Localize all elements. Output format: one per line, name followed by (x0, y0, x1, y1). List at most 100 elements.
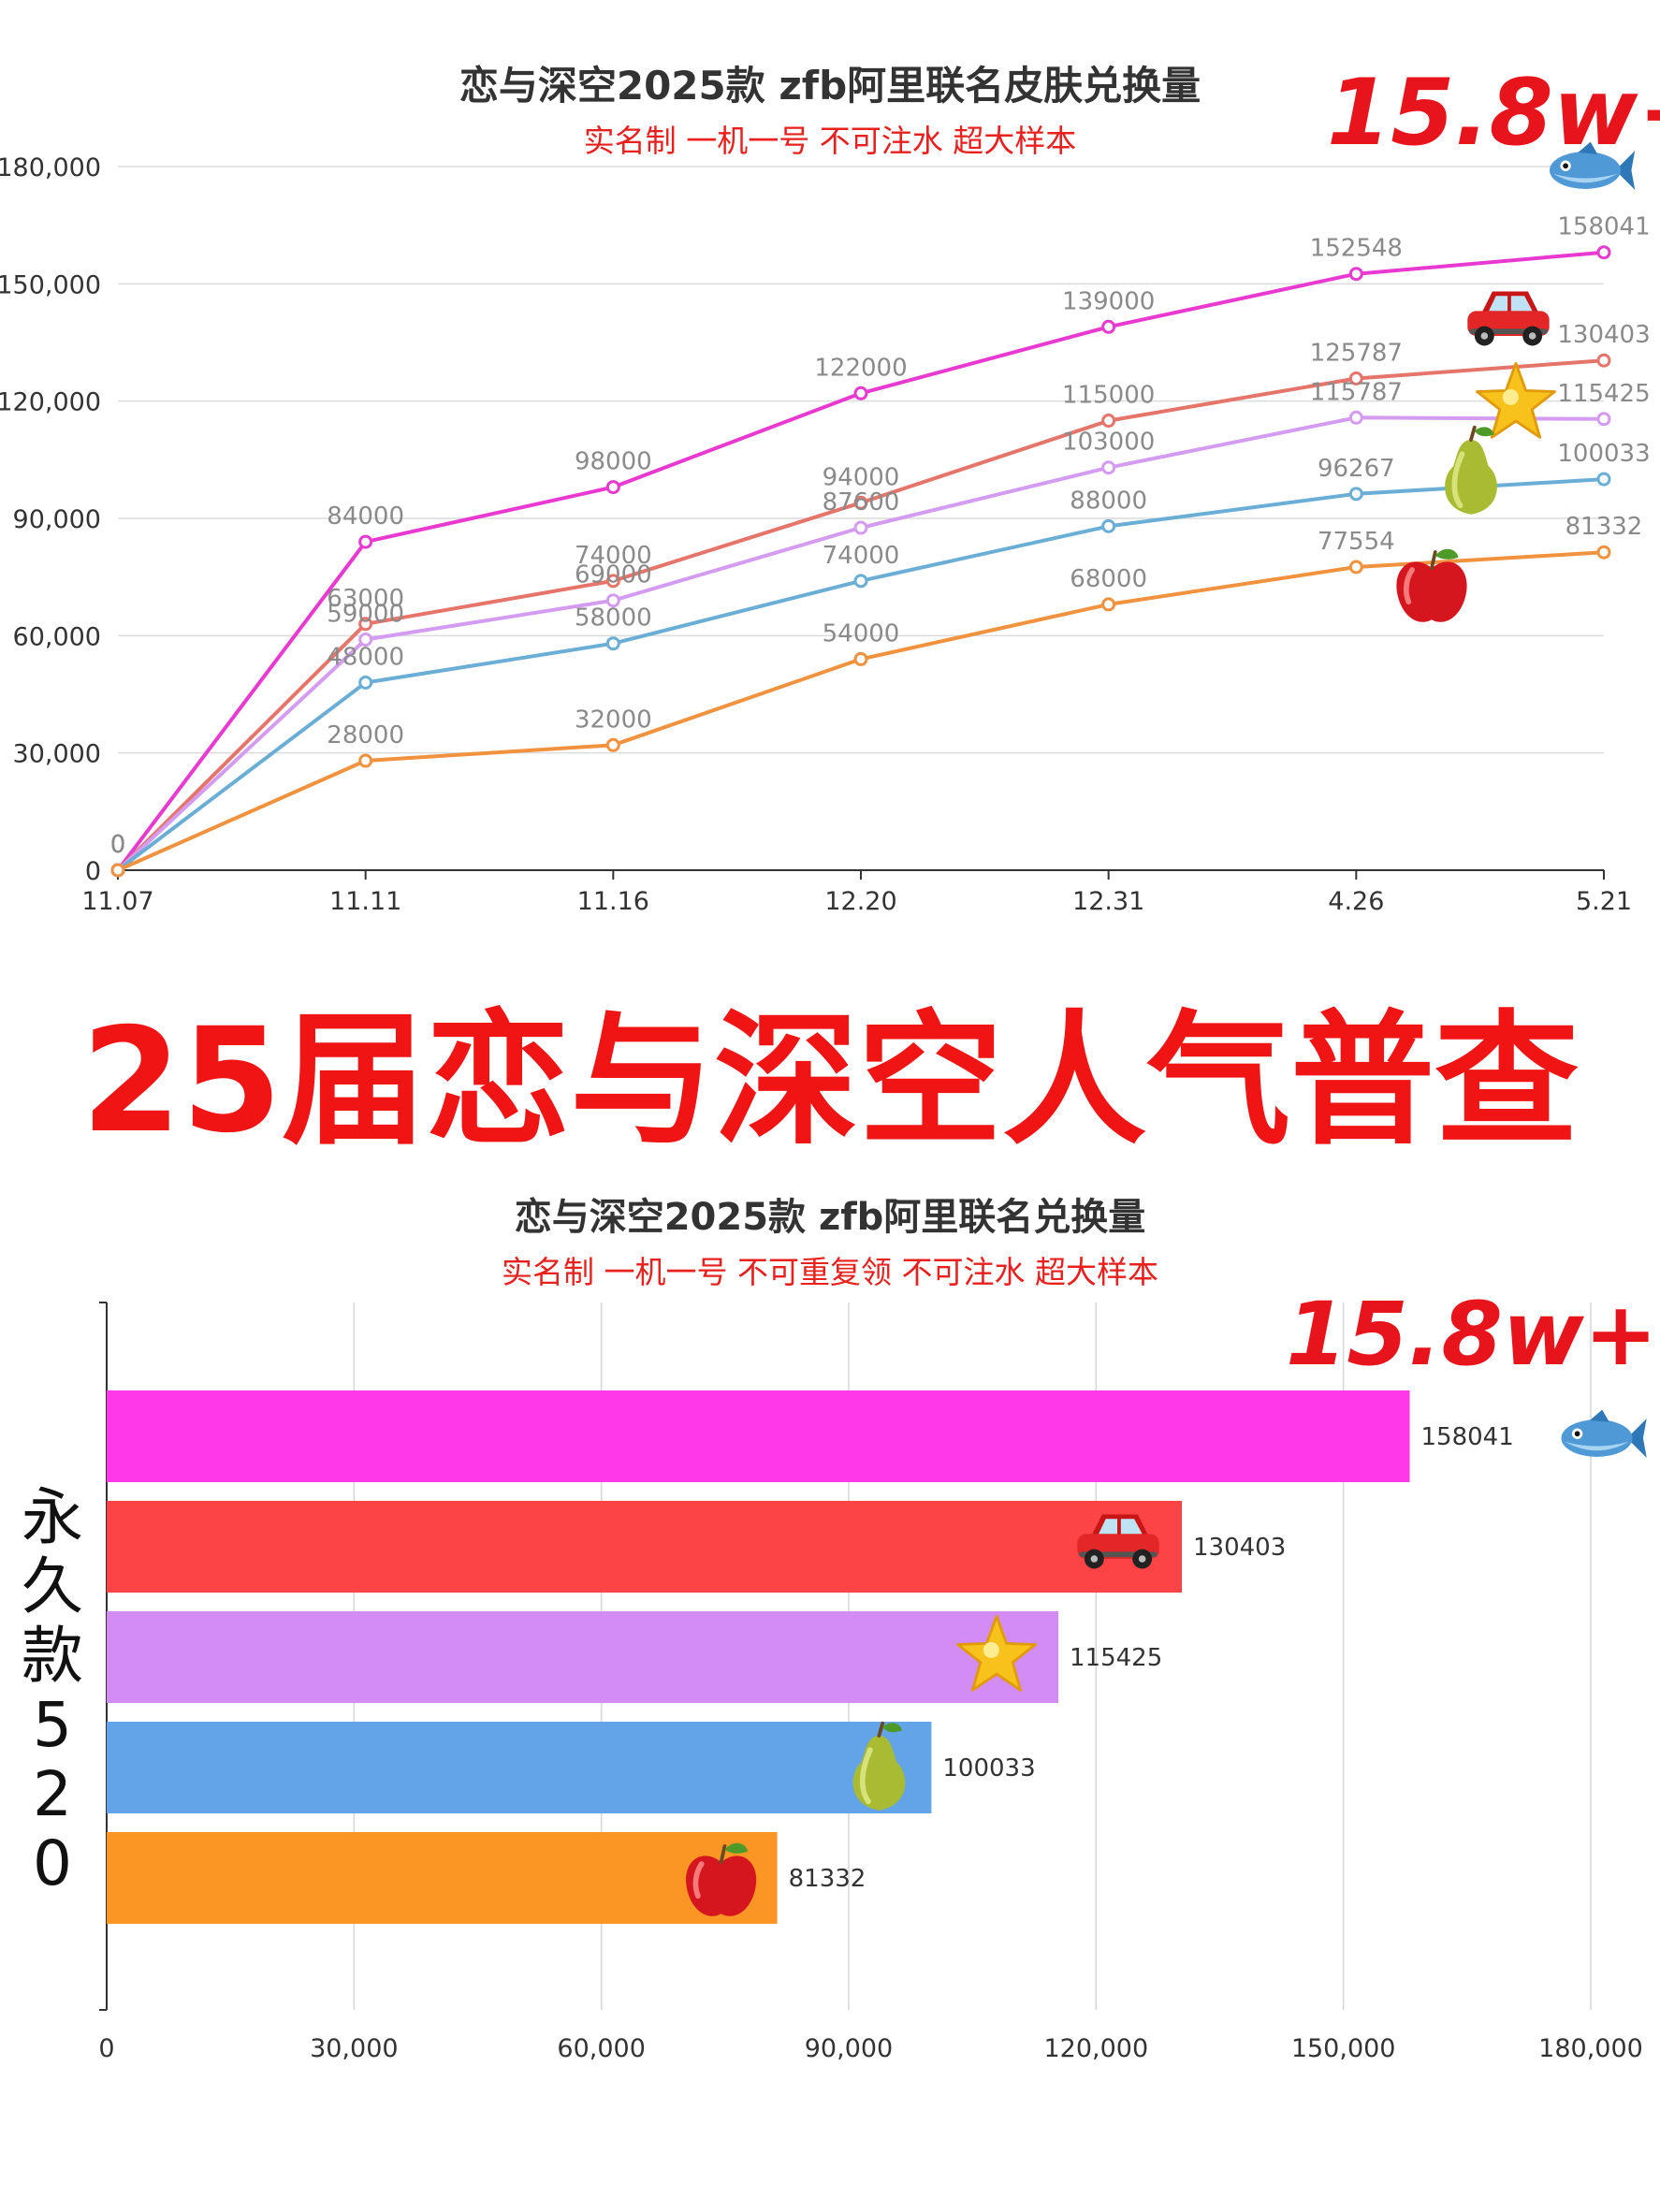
data-point (605, 593, 620, 608)
data-point (358, 633, 373, 648)
data-label: 84000 (327, 502, 404, 531)
data-label: 158041 (1557, 213, 1650, 241)
fish-icon (1561, 1409, 1647, 1458)
line-chart-badge: 15.8w+ (1327, 60, 1660, 167)
data-label: 130403 (1557, 321, 1650, 349)
x-tick-label: 60,000 (557, 2034, 645, 2063)
data-label: 94000 (823, 463, 900, 491)
data-label: 98000 (575, 448, 652, 476)
bar-chart-title: 恋与深空2025款 zfb阿里联名兑换量 (514, 1196, 1146, 1239)
data-label: 122000 (814, 354, 907, 382)
x-tick-label: 11.07 (81, 887, 153, 916)
data-point (1348, 560, 1363, 575)
data-point (1101, 518, 1116, 533)
data-point (1596, 412, 1611, 427)
data-label: 48000 (327, 643, 404, 671)
bar-chart-badge: 15.8w+ (1286, 1284, 1658, 1386)
data-point (853, 574, 868, 589)
data-point (1348, 487, 1363, 502)
data-label: 125787 (1310, 339, 1403, 367)
bar-chart: 0 30,000 60,000 90,000 120,000 150,000 180,000… (98, 1302, 1647, 2063)
star-icon (956, 1614, 1037, 1692)
data-point (1101, 460, 1116, 475)
bar (107, 1390, 1410, 1482)
vertical-label-char: 5 (33, 1689, 72, 1761)
data-label: 100033 (1557, 440, 1650, 468)
data-point (358, 675, 373, 690)
data-label: 58000 (575, 604, 652, 633)
line-chart: 0 30,000 60,000 90,000 120,000 150,000 180,000… (0, 141, 1651, 916)
data-label: 158041 (1421, 1423, 1514, 1451)
data-label: 139000 (1062, 287, 1155, 315)
x-tick-label: 4.26 (1328, 887, 1384, 916)
y-tick-label: 120,000 (0, 388, 101, 417)
data-point (853, 386, 868, 400)
bar (107, 1611, 1059, 1703)
data-point (605, 737, 620, 752)
data-point (1596, 472, 1611, 487)
data-point (605, 574, 620, 589)
x-tick-label: 90,000 (805, 2034, 893, 2063)
bar-chart-subtitle: 实名制 一机一号 不可重复领 不可注水 超大样本 (502, 1254, 1158, 1290)
data-label: 0 (110, 831, 126, 859)
car-icon (1467, 291, 1550, 346)
data-label: 100033 (942, 1754, 1035, 1783)
data-point (1596, 545, 1611, 560)
data-point (358, 753, 373, 768)
vertical-label-char: 久 (22, 1550, 83, 1623)
data-label: 88000 (1070, 487, 1147, 515)
fish-icon (1550, 141, 1636, 190)
vertical-label-char: 永 (22, 1481, 83, 1553)
car-icon (1077, 1514, 1159, 1569)
data-label: 63000 (327, 585, 404, 613)
y-tick-label: 60,000 (13, 622, 101, 651)
data-point (1596, 245, 1611, 260)
data-point (1596, 353, 1611, 368)
vertical-label-char: 2 (33, 1758, 72, 1830)
apple-icon (1396, 548, 1467, 622)
data-label: 74000 (823, 542, 900, 570)
x-tick-label: 12.31 (1072, 887, 1144, 916)
data-point (358, 617, 373, 632)
x-tick-label: 0 (98, 2034, 114, 2063)
data-label: 0 (110, 831, 126, 859)
data-label: 103000 (1062, 429, 1155, 457)
data-point (853, 651, 868, 666)
data-label: 59000 (327, 601, 404, 629)
data-point (358, 534, 373, 549)
data-point (1348, 410, 1363, 425)
bar (107, 1722, 932, 1813)
x-tick-label: 12.20 (824, 887, 896, 916)
star-icon (1476, 361, 1556, 439)
data-label: 69000 (575, 561, 652, 589)
data-label: 28000 (327, 721, 404, 749)
data-label: 152548 (1310, 235, 1403, 263)
y-tick-label: 90,000 (13, 505, 101, 534)
data-point (853, 495, 868, 510)
x-tick-label: 11.16 (577, 887, 649, 916)
data-point (1101, 597, 1116, 612)
data-label: 115425 (1557, 380, 1650, 408)
data-label: 96267 (1318, 455, 1395, 483)
data-point (1101, 414, 1116, 429)
data-label: 115787 (1310, 378, 1403, 406)
data-label: 87600 (823, 488, 900, 517)
bar (107, 1501, 1182, 1593)
data-point (853, 520, 868, 535)
data-label: 130403 (1193, 1534, 1286, 1562)
data-point (1348, 371, 1363, 386)
y-tick-label: 0 (85, 857, 101, 886)
data-label: 115425 (1070, 1644, 1162, 1672)
vertical-label-char: 0 (33, 1827, 72, 1899)
y-tick-label: 180,000 (0, 153, 101, 182)
vertical-label-char: 款 (22, 1620, 83, 1692)
data-label: 0 (110, 831, 126, 859)
y-tick-label: 30,000 (13, 740, 101, 769)
pear-icon (1445, 425, 1497, 515)
vertical-label: 永 久 款 5 2 0 (13, 1483, 92, 1899)
x-tick-label: 180,000 (1538, 2034, 1643, 2063)
data-point (110, 863, 125, 878)
data-point (605, 636, 620, 651)
pear-icon (852, 1721, 906, 1811)
x-tick-label: 120,000 (1044, 2034, 1149, 2063)
